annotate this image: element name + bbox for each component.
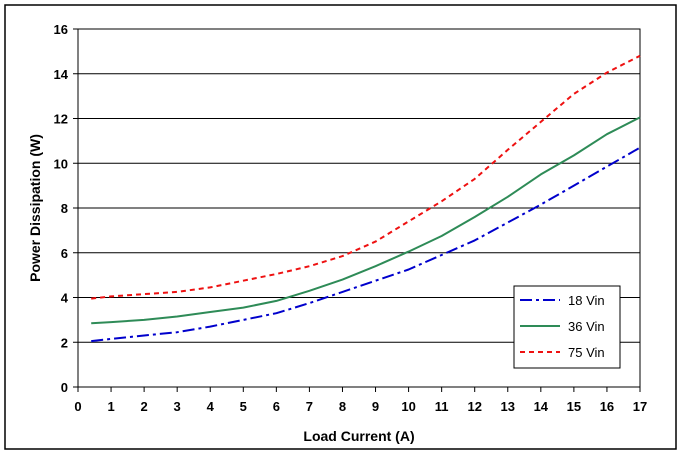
x-tick-label: 4	[207, 399, 215, 414]
legend-label: 75 Vin	[568, 345, 605, 360]
x-tick-label: 16	[600, 399, 614, 414]
y-tick-label: 12	[54, 112, 68, 127]
series-lines	[91, 54, 641, 343]
y-tick-label: 8	[61, 201, 68, 216]
y-tick-label: 4	[61, 291, 69, 306]
x-tick-label: 10	[401, 399, 415, 414]
x-tick-label: 15	[567, 399, 581, 414]
series-line-75-vin	[91, 54, 641, 300]
x-tick-label: 6	[273, 399, 280, 414]
y-axis-label: Power Dissipation (W)	[27, 134, 43, 282]
y-tick-label: 14	[54, 67, 69, 82]
x-tick-label: 0	[74, 399, 81, 414]
x-tick-label: 14	[534, 399, 549, 414]
y-tick-label: 10	[54, 156, 68, 171]
x-tick-label: 7	[306, 399, 313, 414]
x-tick-label: 9	[372, 399, 379, 414]
y-tick-label: 16	[54, 22, 68, 37]
x-tick-label: 2	[141, 399, 148, 414]
x-tick-label: 12	[467, 399, 481, 414]
gridlines	[78, 73, 640, 343]
x-tick-label: 8	[339, 399, 346, 414]
x-tick-label: 17	[633, 399, 647, 414]
legend: 18 Vin 36 Vin 75 Vin	[513, 285, 621, 369]
x-tick-label: 3	[174, 399, 181, 414]
series-line-18-vin	[91, 146, 641, 343]
x-tick-label: 13	[501, 399, 515, 414]
x-axis-label: Load Current (A)	[303, 428, 414, 444]
y-tick-label: 2	[61, 335, 68, 350]
x-tick-label: 11	[435, 399, 449, 414]
x-tick-label: 5	[240, 399, 247, 414]
x-tick-label: 1	[107, 399, 114, 414]
legend-label: 36 Vin	[568, 319, 605, 334]
y-tick-label: 0	[61, 380, 68, 395]
y-tick-label: 6	[61, 246, 68, 261]
legend-label: 18 Vin	[568, 293, 605, 308]
series-line-36-vin	[91, 116, 641, 325]
